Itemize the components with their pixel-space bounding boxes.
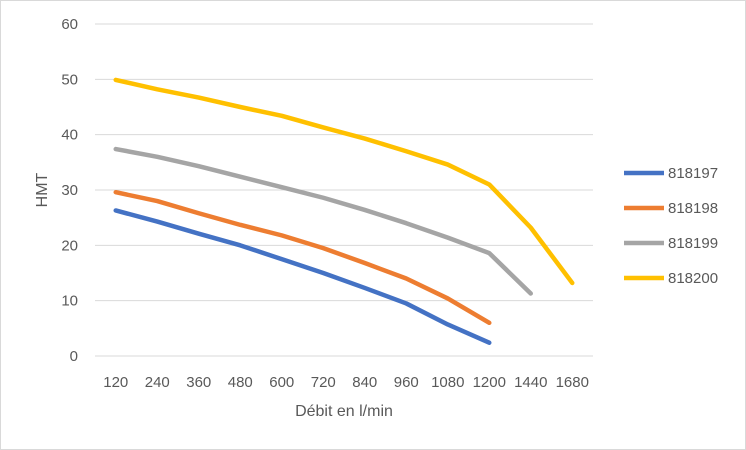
x-tick-label: 240 — [145, 374, 170, 391]
gridlines — [95, 23, 593, 357]
x-tick-label: 480 — [228, 374, 253, 391]
x-tick-label: 360 — [186, 374, 211, 391]
series-line-818200 — [113, 77, 575, 286]
x-tick-label: 1440 — [514, 374, 547, 391]
legend-label: 818200 — [668, 270, 718, 287]
legend-label: 818198 — [668, 200, 718, 217]
x-tick-label: 1200 — [473, 374, 506, 391]
y-tick-label: 30 — [61, 182, 78, 199]
x-tick-label: 960 — [394, 374, 419, 391]
legend-label: 818199 — [668, 235, 718, 252]
x-axis-ticks: 120 240 360 480 600 720 840 960 1080 1200 1440 1680 — [103, 374, 589, 391]
series-lines — [113, 77, 575, 345]
x-tick-label: 600 — [269, 374, 294, 391]
series-line-818197 — [113, 208, 492, 345]
y-axis-title: HMT — [34, 172, 51, 207]
y-tick-label: 10 — [61, 293, 78, 310]
series-line-818199 — [113, 146, 533, 296]
y-tick-label: 0 — [70, 348, 78, 365]
y-tick-label: 40 — [61, 127, 78, 144]
x-tick-label: 1680 — [556, 374, 589, 391]
y-tick-label: 50 — [61, 71, 78, 88]
y-tick-label: 60 — [61, 16, 78, 33]
x-tick-label: 120 — [103, 374, 128, 391]
legend-label: 818197 — [668, 165, 718, 182]
legend: 818197 818198 818199 818200 — [624, 165, 718, 287]
x-axis-title: Débit en l/min — [295, 403, 393, 420]
series-line-818198 — [113, 189, 492, 326]
y-axis-ticks: 0 10 20 30 40 50 60 — [61, 16, 78, 365]
x-tick-label: 840 — [352, 374, 377, 391]
y-tick-label: 20 — [61, 237, 78, 254]
x-tick-label: 720 — [311, 374, 336, 391]
x-tick-label: 1080 — [431, 374, 464, 391]
